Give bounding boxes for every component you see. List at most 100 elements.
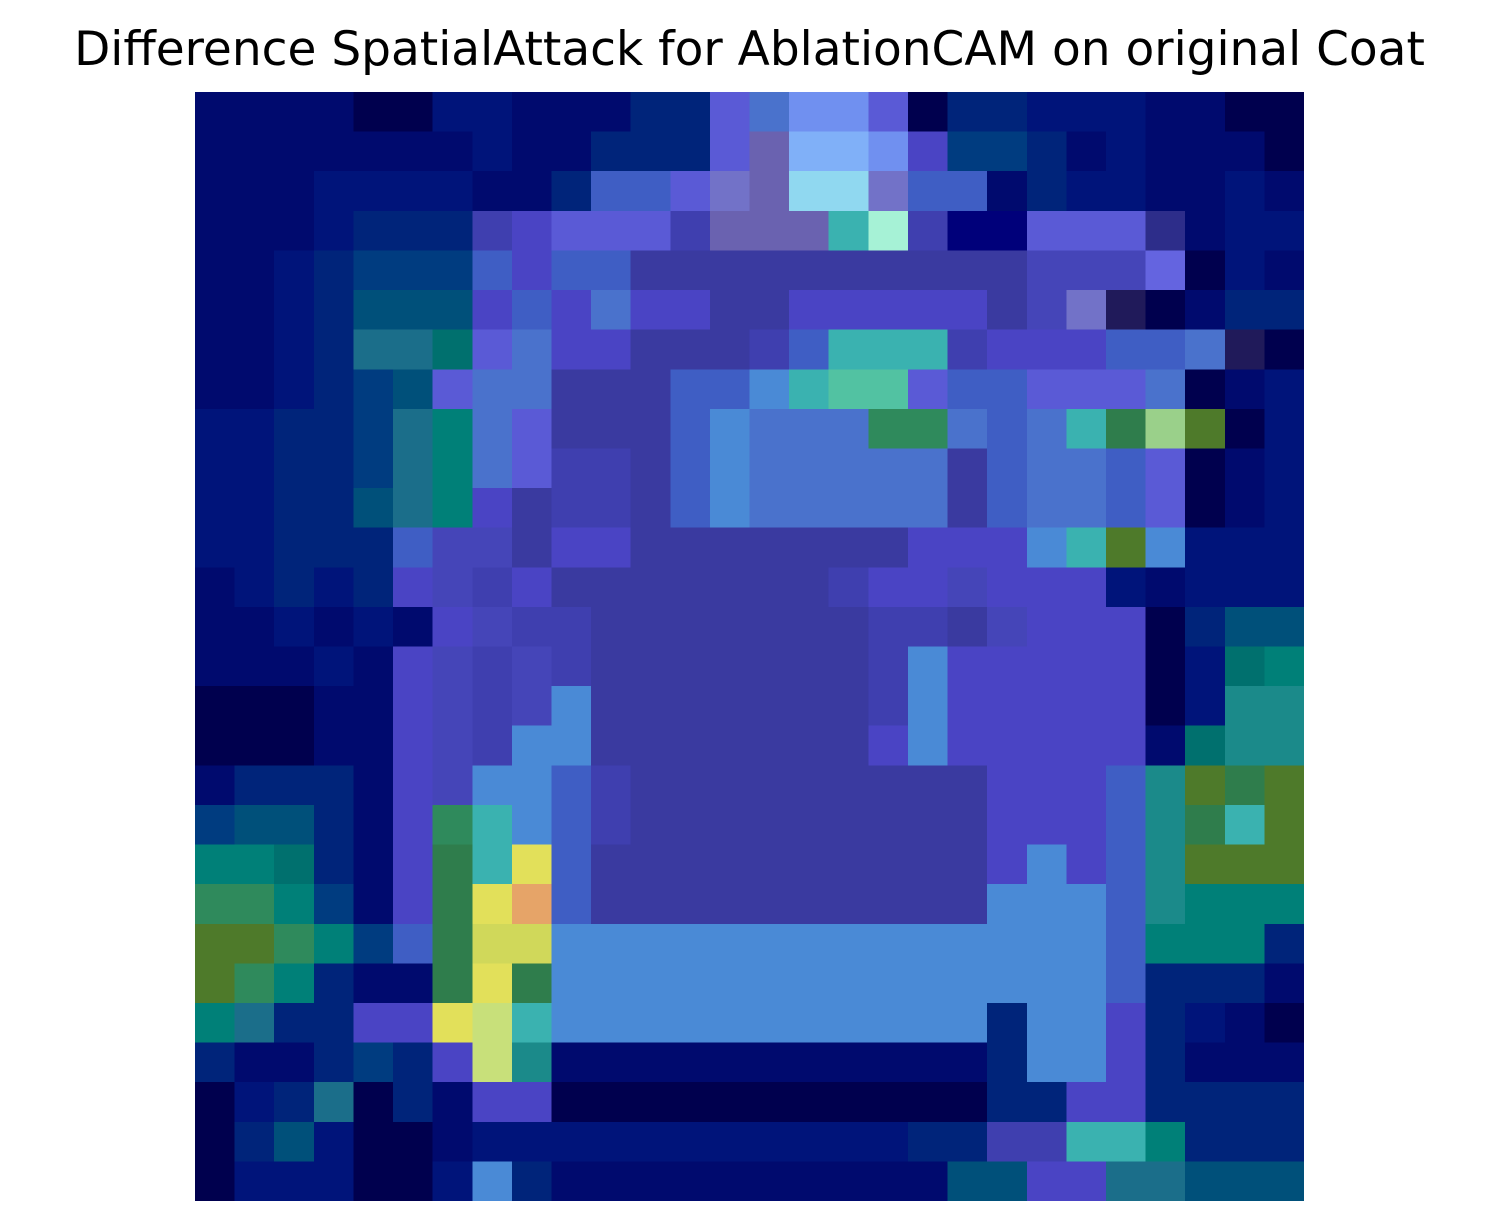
heatmap-cell [274, 1042, 315, 1083]
heatmap-cell [274, 448, 315, 489]
heatmap-cell [868, 1161, 909, 1201]
heatmap-cell [591, 725, 632, 767]
heatmap-cell [432, 686, 474, 727]
heatmap-cell [1066, 131, 1107, 173]
heatmap-cell [472, 488, 513, 529]
heatmap-cell [195, 923, 236, 965]
heatmap-cell [511, 210, 553, 252]
heatmap-cell [1145, 606, 1186, 648]
heatmap-cell [274, 92, 315, 133]
heatmap-cell [709, 1002, 751, 1044]
heatmap-cell [828, 606, 870, 648]
heatmap-cell [274, 527, 315, 569]
heatmap-cell [709, 488, 751, 529]
heatmap-cell [234, 725, 276, 767]
heatmap-cell [313, 290, 355, 331]
heatmap-cell [591, 527, 632, 569]
heatmap-cell [749, 963, 790, 1004]
heatmap-cell [195, 804, 236, 846]
heatmap-cell [591, 646, 632, 687]
heatmap-cell [591, 369, 632, 410]
heatmap-cell [828, 369, 870, 410]
heatmap-cell [828, 765, 870, 806]
heatmap-cell [274, 725, 315, 767]
heatmap-cell [1185, 448, 1226, 489]
heatmap-cell [789, 1082, 830, 1123]
heatmap-cell [1066, 210, 1107, 252]
heatmap-cell [353, 765, 394, 806]
heatmap-cell [1185, 171, 1226, 212]
heatmap-cell [749, 250, 790, 291]
heatmap-cell [1145, 884, 1186, 925]
heatmap-cell [234, 1042, 276, 1083]
heatmap-cell [1185, 686, 1226, 727]
heatmap-cell [630, 92, 672, 133]
heatmap-cell [947, 606, 988, 648]
heatmap-cell [749, 567, 790, 608]
heatmap-cell [709, 963, 751, 1004]
heatmap-cell [828, 923, 870, 965]
heatmap-cell [1224, 884, 1266, 925]
heatmap-cell [1264, 804, 1304, 846]
heatmap-cell [907, 250, 949, 291]
heatmap-cell [947, 884, 988, 925]
heatmap-cell [195, 527, 236, 569]
heatmap-cell [511, 1042, 553, 1083]
heatmap-cell [868, 686, 909, 727]
heatmap-cell [393, 1082, 434, 1123]
heatmap-cell [432, 765, 474, 806]
heatmap-cell [789, 1161, 830, 1201]
heatmap-cell [630, 369, 672, 410]
heatmap-cell [947, 1042, 988, 1083]
heatmap-cell [670, 606, 711, 648]
heatmap-cell [630, 448, 672, 489]
heatmap-cell [591, 448, 632, 489]
heatmap-cell [1264, 725, 1304, 767]
heatmap-cell [511, 527, 553, 569]
heatmap-cell [670, 765, 711, 806]
heatmap-cell [670, 369, 711, 410]
heatmap-cell [828, 488, 870, 529]
heatmap-cell [1105, 408, 1147, 450]
heatmap-cell [1264, 1161, 1304, 1201]
heatmap-cell [987, 408, 1028, 450]
heatmap-cell [511, 1002, 553, 1044]
heatmap-cell [630, 131, 672, 173]
heatmap-cell [1264, 329, 1304, 371]
heatmap-cell [749, 646, 790, 687]
heatmap-cell [511, 369, 553, 410]
heatmap-cell [868, 606, 909, 648]
heatmap-cell [274, 171, 315, 212]
heatmap-cell [234, 171, 276, 212]
heatmap-cell [472, 408, 513, 450]
heatmap-cell [907, 844, 949, 885]
heatmap-cell [907, 290, 949, 331]
heatmap-cell [432, 448, 474, 489]
heatmap-cell [1145, 1082, 1186, 1123]
heatmap-cell [511, 250, 553, 291]
heatmap-cell [511, 1121, 553, 1163]
heatmap-cell [987, 488, 1028, 529]
heatmap-cell [472, 171, 513, 212]
heatmap-cell [789, 448, 830, 489]
heatmap-cell [274, 290, 315, 331]
heatmap-cell [1026, 765, 1068, 806]
heatmap-cell [828, 1161, 870, 1201]
heatmap-cell [749, 448, 790, 489]
heatmap-cell [551, 448, 592, 489]
heatmap-cell [1105, 1161, 1147, 1201]
heatmap-cell [1066, 1161, 1107, 1201]
heatmap-cell [1066, 369, 1107, 410]
heatmap-cell [1185, 527, 1226, 569]
heatmap-cell [868, 131, 909, 173]
heatmap-cell [1224, 329, 1266, 371]
heatmap-cell [1264, 131, 1304, 173]
heatmap-cell [313, 1121, 355, 1163]
heatmap-cell [828, 329, 870, 371]
heatmap-cell [630, 1042, 672, 1083]
heatmap-cell [393, 1121, 434, 1163]
heatmap-cell [868, 408, 909, 450]
heatmap-cell [274, 210, 315, 252]
heatmap-cell [1026, 290, 1068, 331]
heatmap-cell [1224, 210, 1266, 252]
